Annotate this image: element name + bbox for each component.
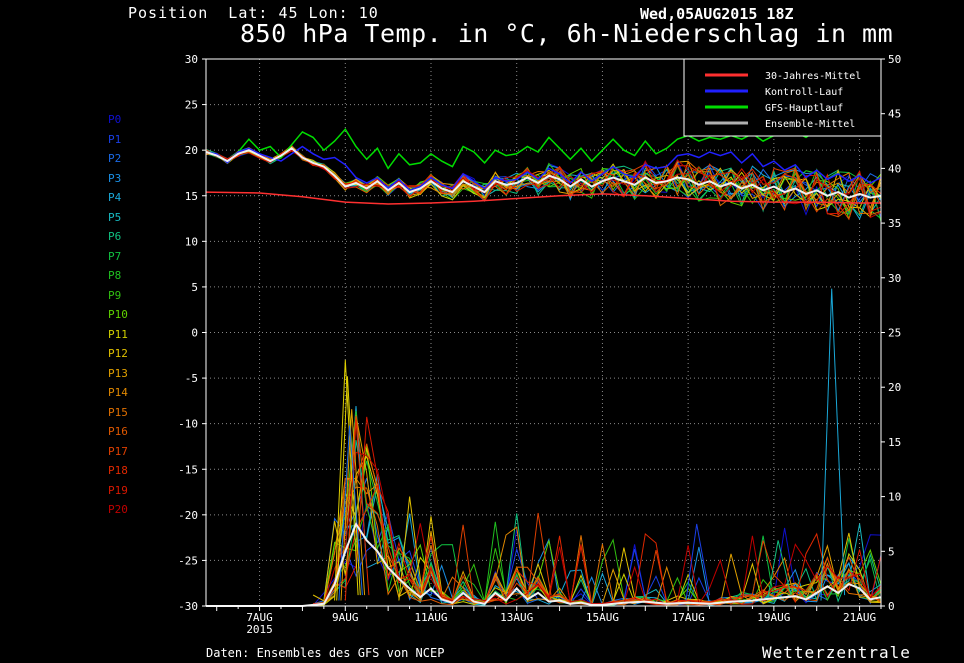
data-source: Daten: Ensembles des GFS von NCEP <box>206 646 445 660</box>
right-tick-label: 35 <box>888 217 901 230</box>
x-year-label: 2015 <box>246 623 273 636</box>
right-tick-label: 25 <box>888 327 901 340</box>
member-precip-line <box>313 486 882 606</box>
x-tick-label: 11AUG <box>414 611 447 624</box>
x-tick-label: 7AUG <box>246 611 273 624</box>
member-label: P13 <box>108 366 128 380</box>
left-tick-label: -10 <box>178 418 198 431</box>
right-tick-label: 20 <box>888 381 901 394</box>
x-tick-label: 15AUG <box>586 611 619 624</box>
right-tick-label: 10 <box>888 491 901 504</box>
member-label: P14 <box>108 386 128 399</box>
member-label: P1 <box>108 132 122 146</box>
series-line-ensemble-mittel <box>206 521 882 607</box>
member-label: P20 <box>108 503 128 516</box>
left-tick-label: 10 <box>185 235 198 248</box>
plot-frame <box>205 58 882 607</box>
member-label: P11 <box>108 327 128 341</box>
left-tick-label: -30 <box>178 600 198 613</box>
legend-label: 30-Jahres-Mittel <box>765 71 861 82</box>
legend-label: Ensemble-Mittel <box>765 119 855 130</box>
x-tick-label: 21AUG <box>843 611 876 624</box>
chart-title: 850 hPa Temp. in °C, 6h-Niederschlag in … <box>240 19 894 48</box>
member-temp-line <box>205 149 882 219</box>
member-lines <box>205 144 882 607</box>
right-tick-label: 50 <box>888 53 901 66</box>
legend-label: GFS-Hauptlauf <box>765 103 843 114</box>
left-tick-label: 5 <box>191 281 198 294</box>
member-precip-peak <box>334 359 359 601</box>
right-tick-label: 45 <box>888 108 901 121</box>
legend: 30-Jahres-Mittel Kontroll-Lauf GFS-Hauptla… <box>683 58 882 137</box>
left-tick-label: -15 <box>178 463 198 476</box>
brand-name: Wetterzentrale <box>762 643 911 662</box>
run-datetime: Wed,05AUG2015 18Z <box>640 5 794 23</box>
left-tick-label: -25 <box>178 554 198 567</box>
member-label: P7 <box>108 249 122 263</box>
position-label: Position Lat: 45 Lon: 10 <box>128 4 379 22</box>
member-label: P8 <box>108 269 122 282</box>
member-precip-peak <box>766 540 792 601</box>
member-precip-peak <box>820 288 846 601</box>
member-list: P0 P1 P2 P3 P4 P5 P6 P7 P8 P9 P10 P11 P12 P13 P14 P15 P1… <box>108 110 128 520</box>
member-precip-peak <box>685 523 711 601</box>
series-line-gfs-hauptlauf <box>205 127 882 170</box>
left-axis-ticks: 30 25 20 15 10 5 0 -5 -10 -15 -20 -25 -30 <box>178 53 206 613</box>
series-line-kontroll-lauf <box>205 145 882 192</box>
member-label: P12 <box>108 347 128 360</box>
left-tick-label: -5 <box>185 372 198 385</box>
left-tick-label: 0 <box>191 327 198 340</box>
left-tick-label: 30 <box>185 53 198 66</box>
left-tick-label: 25 <box>185 99 198 112</box>
right-tick-label: 40 <box>888 162 901 175</box>
member-label: P3 <box>108 171 122 185</box>
member-precip-peak <box>336 376 361 601</box>
chart-grid <box>206 59 881 606</box>
right-tick-label: 0 <box>888 600 895 613</box>
series-lines <box>205 127 882 607</box>
member-precip-line <box>313 451 882 605</box>
member-label: P6 <box>108 230 122 243</box>
series-line--jahres-mittel <box>205 191 881 205</box>
member-precip-peak <box>398 496 423 601</box>
right-tick-label: 30 <box>888 272 901 285</box>
member-precip-peak <box>526 512 552 601</box>
left-tick-label: 20 <box>185 144 198 157</box>
member-label: P16 <box>108 425 128 438</box>
member-label: P10 <box>108 308 128 321</box>
x-tick-label: 13AUG <box>500 611 533 624</box>
member-label: P19 <box>108 483 128 497</box>
right-tick-label: 5 <box>888 545 895 558</box>
member-label: P17 <box>108 444 128 458</box>
right-tick-label: 15 <box>888 436 901 449</box>
member-label: P4 <box>108 191 122 204</box>
series-line-ensemble-mittel <box>205 147 882 199</box>
x-tick-label: 19AUG <box>757 611 790 624</box>
member-precip-peak <box>338 425 363 601</box>
legend-label: Kontroll-Lauf <box>765 87 843 98</box>
member-precip-peak <box>340 409 366 601</box>
member-label: P9 <box>108 288 122 302</box>
member-label: P15 <box>108 405 128 419</box>
member-label: P5 <box>108 210 122 224</box>
x-axis-ticks: 7AUG 9AUG 11AUG 13AUG 15AUG 17AUG 19AUG 21AUG 20… <box>216 606 882 636</box>
x-tick-label: 9AUG <box>332 611 359 624</box>
left-tick-label: 15 <box>185 190 198 203</box>
left-tick-label: -20 <box>178 509 198 522</box>
member-label: P18 <box>108 464 128 477</box>
member-label: P2 <box>108 152 122 165</box>
x-tick-label: 17AUG <box>672 611 705 624</box>
member-label: P0 <box>108 113 122 126</box>
